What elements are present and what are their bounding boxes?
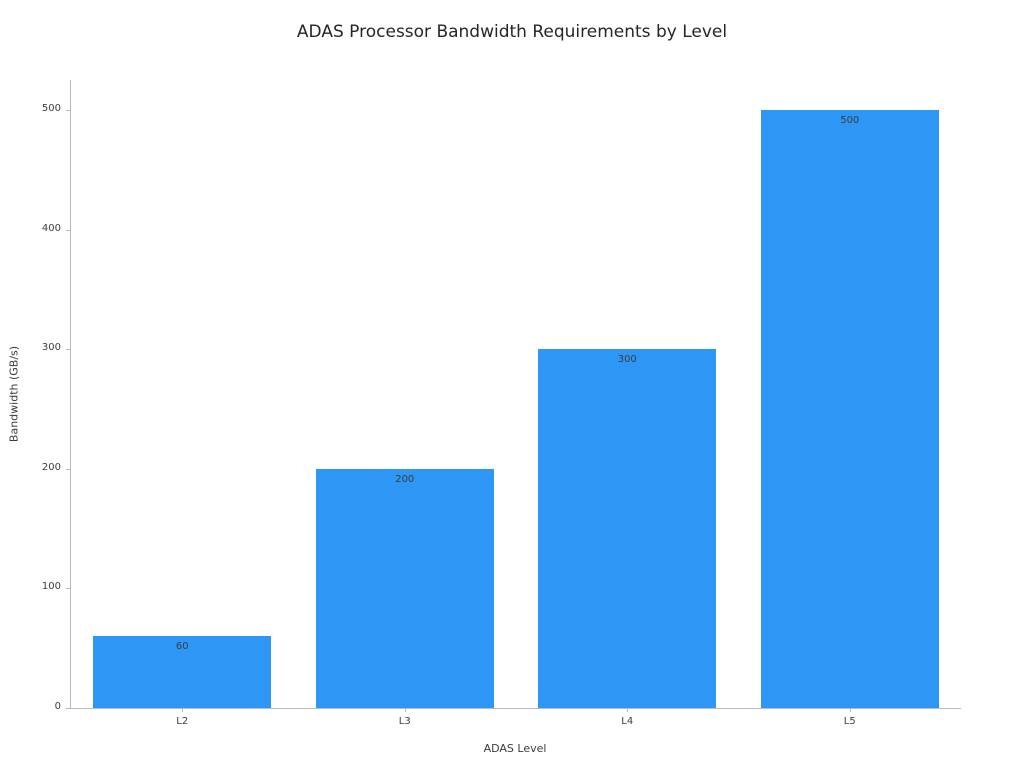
y-tick-mark [66, 349, 70, 351]
x-tick-mark [404, 708, 406, 712]
bar-value-label: 300 [617, 354, 637, 366]
bar-L3 [315, 468, 494, 708]
y-axis-label: Bandwidth (GB/s) [7, 345, 21, 443]
y-tick-label: 500 [41, 102, 61, 114]
y-tick-mark [66, 708, 70, 709]
y-tick-mark [66, 468, 70, 470]
bar-value-label: 60 [175, 641, 189, 653]
x-tick-label: L2 [176, 716, 189, 727]
bar-value-label: 200 [395, 473, 415, 485]
bar-L5 [760, 109, 939, 708]
y-tick-mark [66, 588, 70, 590]
x-tick-mark [182, 708, 184, 712]
bar-L4 [538, 349, 717, 708]
y-tick-label: 200 [41, 461, 61, 473]
y-tick-mark [66, 229, 70, 231]
plot-area: 0 100 200 300 400 500 60 L2 200 L3 300 L4 500 L5 [42, 80, 961, 727]
y-tick-label: 0 [54, 701, 61, 712]
x-tick-label: L5 [843, 716, 856, 727]
chart-title: ADAS Processor Bandwidth Requirements by… [296, 22, 728, 42]
x-tick-mark [849, 708, 851, 712]
x-tick-label: L4 [621, 716, 634, 727]
bar-L2 [93, 636, 272, 708]
x-tick-mark [627, 708, 629, 712]
y-tick-label: 400 [41, 222, 61, 234]
y-tick-label: 300 [41, 342, 61, 354]
y-tick-label: 100 [41, 581, 61, 593]
y-tick-mark [66, 109, 70, 111]
x-tick-label: L3 [398, 716, 411, 727]
bar-value-label: 500 [840, 114, 860, 126]
x-axis-label: ADAS Level [483, 742, 547, 755]
